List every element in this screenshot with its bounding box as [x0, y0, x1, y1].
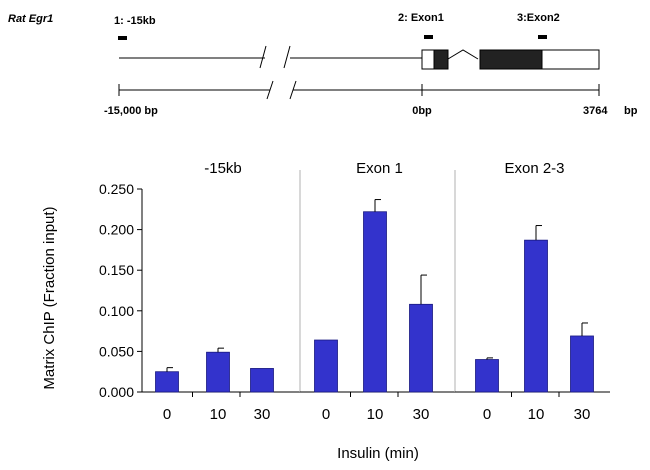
exon2-utr: [541, 49, 600, 70]
probe-label-2: 2: Exon1: [398, 12, 444, 24]
y-tick-label: 0.050: [99, 343, 134, 359]
x-tick-label: 30: [413, 406, 430, 423]
exon2-coding: [479, 49, 543, 70]
gene-map: Rat Egr1 1: -15kb 2: Exon1 3:Exon2 -15,0…: [8, 12, 638, 117]
panel-title: Exon 2-3: [504, 160, 564, 177]
intron: [447, 49, 479, 60]
x-tick-label: 10: [528, 406, 545, 423]
bar: [363, 211, 387, 393]
x-axis-label: Insulin (min): [337, 445, 419, 462]
panel-1: -15kb 0 10 30: [142, 160, 300, 423]
y-axis-label: Matrix ChIP (Fraction input): [41, 206, 58, 389]
y-tick-label: 0.200: [99, 222, 134, 238]
scale-start-label: -15,000 bp: [104, 105, 158, 117]
y-tick-label: 0.150: [99, 262, 134, 278]
bar: [314, 339, 338, 393]
gene-label: Rat Egr1: [8, 13, 53, 25]
y-axis: 0.000 0.050 0.100 0.150 0.200 0.250: [99, 181, 143, 400]
bar: [250, 368, 274, 393]
scale-end-label: 3764: [583, 105, 608, 117]
bar: [524, 239, 548, 393]
bar: [475, 359, 499, 393]
axis-break-mark: [266, 80, 274, 100]
panel-title: Exon 1: [356, 160, 403, 177]
y-tick-label: 0.000: [99, 384, 134, 400]
probe-marker-1: [118, 36, 127, 40]
x-tick-label: 30: [574, 406, 591, 423]
bar: [570, 335, 594, 393]
panel-title: -15kb: [204, 160, 242, 177]
y-tick-label: 0.250: [99, 181, 134, 197]
x-tick-label: 10: [367, 406, 384, 423]
bar: [409, 303, 433, 393]
probe-marker-2: [424, 35, 433, 39]
chip-bar-chart: Matrix ChIP (Fraction input) Insulin (mi…: [41, 160, 610, 462]
axis-break-mark: [289, 80, 297, 100]
x-tick-label: 0: [322, 406, 330, 423]
x-tick-label: 30: [254, 406, 271, 423]
chart-panels: -15kb 0 10 30 Exon 1 0 10 30 Exon 2-3 0 10 30: [142, 160, 610, 423]
probe-label-1: 1: -15kb: [114, 15, 156, 27]
bar: [155, 371, 179, 393]
bar: [206, 351, 230, 393]
axis-break-mark: [283, 45, 291, 69]
probe-label-3: 3:Exon2: [517, 12, 560, 24]
scale-unit-label: bp: [624, 105, 638, 117]
axis-break-mark: [259, 45, 267, 69]
exon1-utr: [421, 49, 435, 70]
x-tick-label: 0: [483, 406, 491, 423]
x-tick-label: 10: [210, 406, 227, 423]
scale-zero-label: 0bp: [412, 105, 432, 117]
x-tick-label: 0: [163, 406, 171, 423]
panel-2: Exon 1 0 10 30: [299, 160, 455, 423]
panel-3: Exon 2-3 0 10 30: [454, 160, 610, 423]
y-tick-label: 0.100: [99, 303, 134, 319]
probe-marker-3: [538, 35, 547, 39]
exon1-coding: [433, 49, 449, 70]
